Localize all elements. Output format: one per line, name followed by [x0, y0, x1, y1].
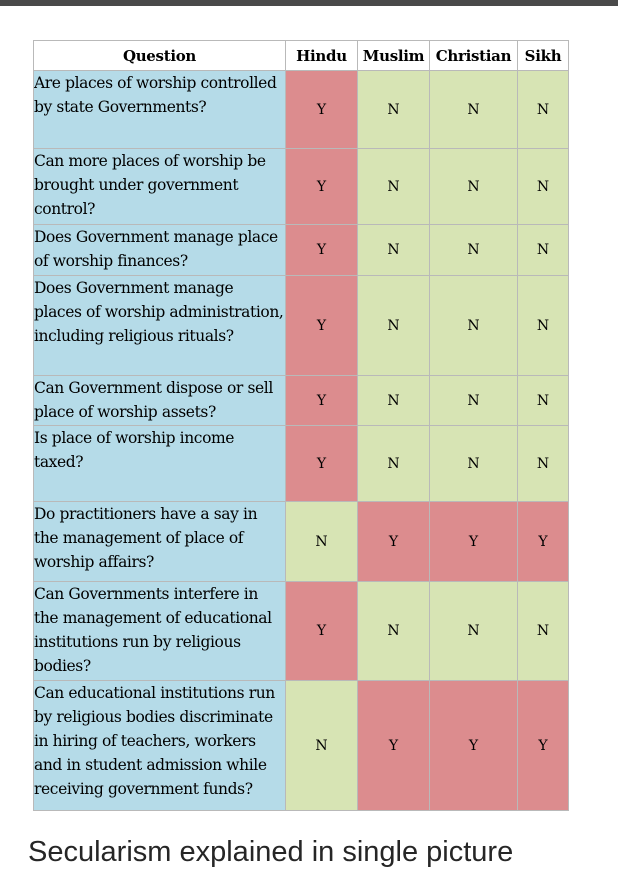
header-row: Question Hindu Muslim Christian Sikh: [33, 40, 569, 71]
answer-cell-hindu: Y: [285, 70, 358, 149]
answer-cell-muslim: N: [357, 148, 430, 225]
answer-cell-hindu: N: [285, 680, 358, 811]
header-christian: Christian: [429, 40, 518, 71]
answer-cell-hindu: Y: [285, 148, 358, 225]
question-cell: Can Government dispose or sell place of …: [33, 375, 286, 426]
top-bar: [0, 0, 618, 6]
answer-cell-hindu: Y: [285, 581, 358, 681]
header-question: Question: [33, 40, 286, 71]
answer-cell-muslim: Y: [357, 680, 430, 811]
table-row: Can more places of worship be brought un…: [33, 148, 569, 225]
answer-cell-christian: N: [429, 375, 518, 426]
answer-cell-christian: N: [429, 148, 518, 225]
answer-cell-hindu: Y: [285, 275, 358, 376]
table-row: Can Government dispose or sell place of …: [33, 375, 569, 426]
question-cell: Can Governments interfere in the managem…: [33, 581, 286, 681]
answer-cell-muslim: N: [357, 70, 430, 149]
answer-cell-sikh: N: [517, 581, 569, 681]
answer-cell-muslim: N: [357, 275, 430, 376]
answer-cell-sikh: Y: [517, 680, 569, 811]
answer-cell-christian: N: [429, 70, 518, 149]
question-cell: Does Government manage place of worship …: [33, 224, 286, 276]
answer-cell-sikh: N: [517, 275, 569, 376]
answer-cell-christian: N: [429, 581, 518, 681]
table-row: Can Governments interfere in the managem…: [33, 581, 569, 681]
answer-cell-christian: N: [429, 275, 518, 376]
answer-cell-muslim: N: [357, 224, 430, 276]
table-row: Can educational institutions run by reli…: [33, 680, 569, 811]
question-cell: Do practitioners have a say in the manag…: [33, 501, 286, 582]
answer-cell-muslim: N: [357, 425, 430, 502]
caption: Secularism explained in single picture: [28, 836, 514, 868]
table-row: Is place of worship income taxed? Y N N N: [33, 425, 569, 502]
answer-cell-hindu: N: [285, 501, 358, 582]
answer-cell-sikh: N: [517, 375, 569, 426]
table-row: Does Government manage places of worship…: [33, 275, 569, 376]
answer-cell-christian: N: [429, 224, 518, 276]
question-cell: Is place of worship income taxed?: [33, 425, 286, 502]
question-cell: Can educational institutions run by reli…: [33, 680, 286, 811]
question-cell: Does Government manage places of worship…: [33, 275, 286, 376]
answer-cell-sikh: N: [517, 224, 569, 276]
table-row: Does Government manage place of worship …: [33, 224, 569, 276]
answer-cell-sikh: N: [517, 148, 569, 225]
header-hindu: Hindu: [285, 40, 358, 71]
answer-cell-muslim: N: [357, 375, 430, 426]
answer-cell-christian: Y: [429, 680, 518, 811]
answer-cell-christian: Y: [429, 501, 518, 582]
header-muslim: Muslim: [357, 40, 430, 71]
question-cell: Are places of worship controlled by stat…: [33, 70, 286, 149]
header-sikh: Sikh: [517, 40, 569, 71]
comparison-table: Question Hindu Muslim Christian Sikh Are…: [33, 40, 569, 811]
answer-cell-hindu: Y: [285, 425, 358, 502]
answer-cell-sikh: Y: [517, 501, 569, 582]
answer-cell-christian: N: [429, 425, 518, 502]
table-row: Are places of worship controlled by stat…: [33, 70, 569, 149]
table-row: Do practitioners have a say in the manag…: [33, 501, 569, 582]
answer-cell-hindu: Y: [285, 375, 358, 426]
answer-cell-muslim: Y: [357, 501, 430, 582]
answer-cell-sikh: N: [517, 70, 569, 149]
question-cell: Can more places of worship be brought un…: [33, 148, 286, 225]
answer-cell-muslim: N: [357, 581, 430, 681]
answer-cell-hindu: Y: [285, 224, 358, 276]
answer-cell-sikh: N: [517, 425, 569, 502]
